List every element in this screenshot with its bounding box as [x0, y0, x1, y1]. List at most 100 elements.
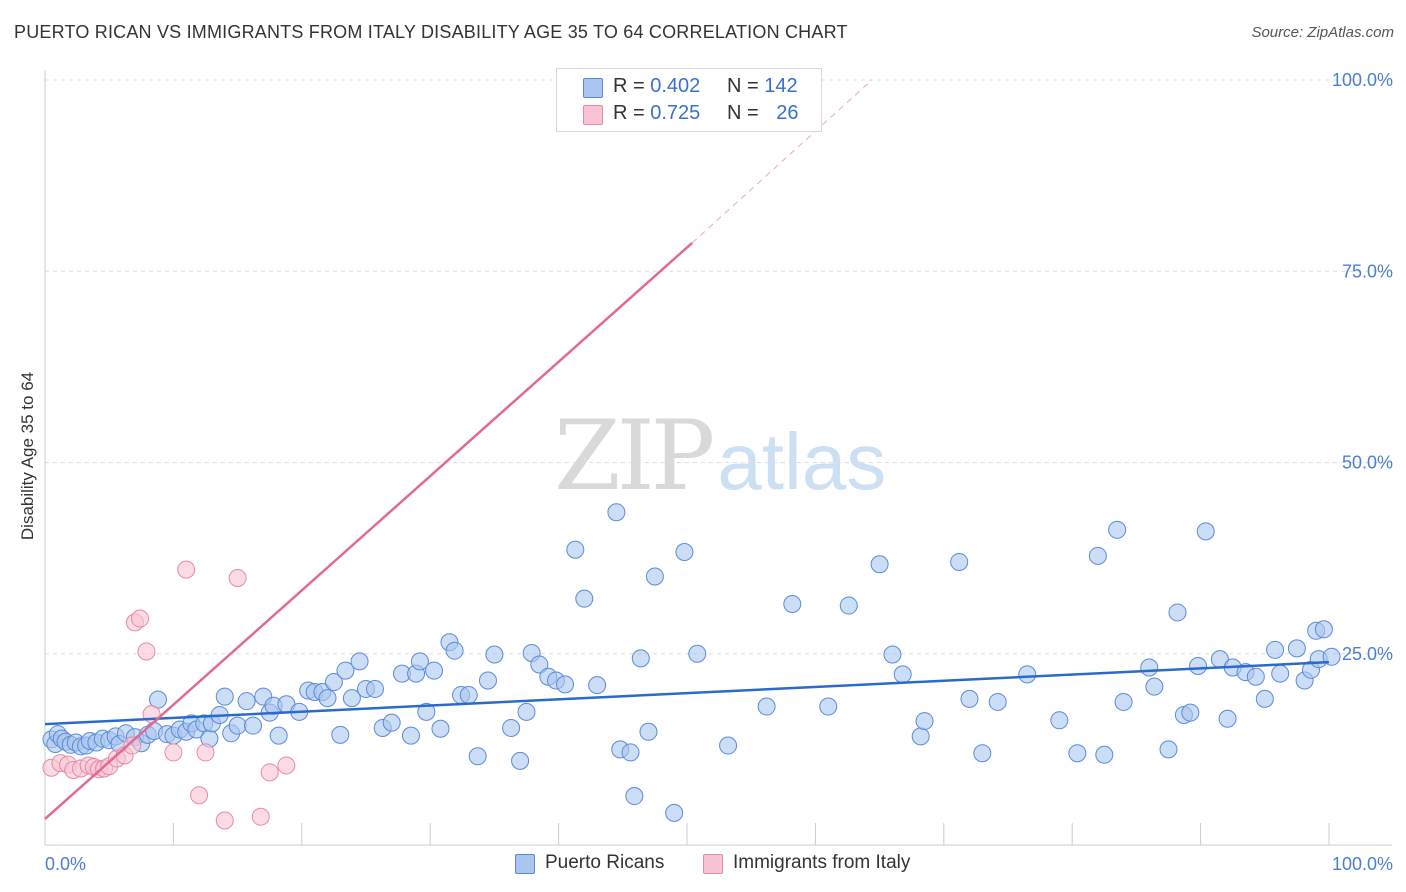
- data-point: [251, 807, 270, 826]
- data-point: [1088, 546, 1107, 565]
- data-point: [277, 756, 296, 775]
- data-point: [137, 642, 156, 661]
- data-point: [757, 697, 776, 716]
- legend-r: R = 0.725: [613, 102, 701, 124]
- data-point: [215, 811, 234, 830]
- y-tick-label: 75.0%: [1342, 261, 1393, 281]
- data-point: [960, 689, 979, 708]
- data-point: [675, 543, 694, 562]
- trend-line: [44, 242, 693, 820]
- axes: [44, 70, 1392, 846]
- data-point: [819, 697, 838, 716]
- data-point: [988, 692, 1007, 711]
- tick-labels: 25.0% 50.0% 75.0% 100.0% 0.0% 100.0%: [45, 70, 1393, 874]
- data-point: [688, 644, 707, 663]
- data-point: [324, 673, 343, 692]
- y-tick-label: 100.0%: [1332, 70, 1393, 90]
- chart-title: PUERTO RICAN VS IMMIGRANTS FROM ITALY DI…: [14, 22, 848, 42]
- data-point: [1018, 665, 1037, 684]
- data-point: [556, 675, 575, 694]
- data-point: [575, 589, 594, 608]
- data-point: [365, 679, 384, 698]
- data-point: [318, 689, 337, 708]
- data-point: [459, 686, 478, 705]
- data-point: [883, 645, 902, 664]
- data-point: [228, 716, 247, 735]
- data-point: [1050, 711, 1069, 730]
- data-point: [237, 692, 256, 711]
- data-point: [1196, 522, 1215, 541]
- data-point: [631, 649, 650, 668]
- legend-label: Immigrants from Italy: [733, 852, 911, 873]
- trend-line-extension: [691, 79, 873, 244]
- data-point: [511, 751, 530, 770]
- data-point: [517, 702, 536, 721]
- data-point: [196, 743, 215, 762]
- data-point: [1246, 667, 1265, 686]
- legend-n: N = 26: [727, 102, 799, 124]
- data-point: [260, 763, 279, 782]
- data-point: [665, 803, 684, 822]
- data-point: [839, 596, 858, 615]
- x-tick-label: 0.0%: [45, 854, 86, 874]
- grid-lines: [45, 79, 1392, 655]
- trend-line: [44, 660, 1330, 726]
- data-point: [566, 540, 585, 559]
- legend-swatch-puerto-ricans: [515, 854, 535, 874]
- series-puerto-ricans: [42, 503, 1341, 822]
- y-tick-label: 25.0%: [1342, 644, 1393, 664]
- data-point: [1266, 640, 1285, 659]
- data-point: [625, 787, 644, 806]
- legend-swatch-immigrants-from-italy: [583, 105, 603, 125]
- data-point: [870, 555, 889, 574]
- data-point: [425, 661, 444, 680]
- data-point: [382, 713, 401, 732]
- data-point: [621, 743, 640, 762]
- data-point: [607, 503, 626, 522]
- data-point: [588, 676, 607, 695]
- data-point: [1168, 603, 1187, 622]
- data-point: [485, 645, 504, 664]
- data-point: [1181, 703, 1200, 722]
- data-point: [123, 736, 142, 755]
- data-point: [164, 743, 183, 762]
- y-tick-label: 50.0%: [1342, 453, 1393, 473]
- correlation-legend: R = 0.402 N = 142 R = 0.725 N = 26: [556, 68, 822, 132]
- data-point: [1140, 658, 1159, 677]
- data-point: [269, 726, 288, 745]
- data-point: [1255, 689, 1274, 708]
- data-point: [1271, 664, 1290, 683]
- data-point: [478, 671, 497, 690]
- data-point: [244, 716, 263, 735]
- data-point: [215, 687, 234, 706]
- data-point: [1159, 740, 1178, 759]
- data-point: [401, 726, 420, 745]
- data-point: [530, 655, 549, 674]
- trend-lines: [44, 79, 1330, 820]
- data-point: [1218, 709, 1237, 728]
- data-point: [911, 727, 930, 746]
- data-point: [645, 567, 664, 586]
- data-point: [410, 652, 429, 671]
- data-point: [893, 665, 912, 684]
- data-point: [1108, 520, 1127, 539]
- legend-swatch-puerto-ricans: [583, 78, 603, 98]
- data-point: [1114, 692, 1133, 711]
- data-point: [1095, 745, 1114, 764]
- watermark: ZIPatlas: [554, 400, 886, 512]
- legend-r: R = 0.402: [613, 75, 701, 97]
- data-point: [1314, 620, 1333, 639]
- x-tick-label: 100.0%: [1332, 854, 1393, 874]
- data-point: [468, 747, 487, 766]
- legend-label: Puerto Ricans: [545, 852, 665, 873]
- data-point: [431, 719, 450, 738]
- source-label: Source: ZipAtlas.com: [1251, 24, 1394, 41]
- data-point: [783, 595, 802, 614]
- series-immigrants-from-italy: [42, 560, 296, 830]
- data-point: [502, 718, 521, 737]
- data-point: [639, 722, 658, 741]
- data-point: [177, 560, 196, 579]
- data-point: [190, 786, 209, 805]
- series-legend: Puerto Ricans Immigrants from Italy: [0, 852, 1406, 878]
- data-point: [1145, 677, 1164, 696]
